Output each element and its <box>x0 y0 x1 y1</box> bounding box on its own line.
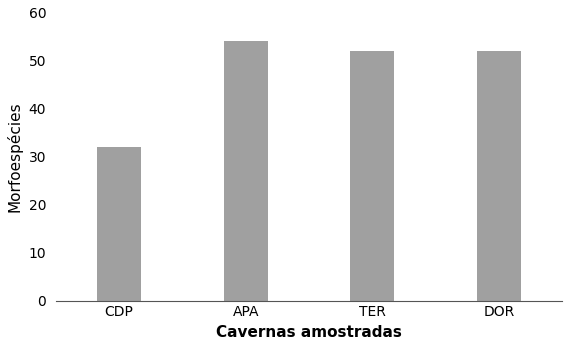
Bar <box>350 51 394 301</box>
Bar <box>224 41 268 301</box>
Y-axis label: Morfoespécies: Morfoespécies <box>7 101 23 212</box>
Bar <box>477 51 521 301</box>
X-axis label: Cavernas amostradas: Cavernas amostradas <box>216 325 402 340</box>
Bar <box>97 147 141 301</box>
